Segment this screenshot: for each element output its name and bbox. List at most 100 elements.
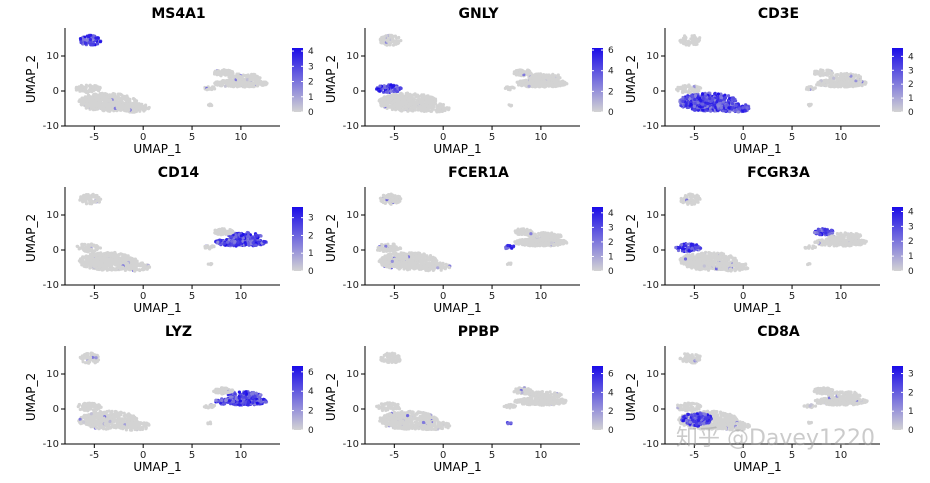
- data-point: [138, 263, 143, 267]
- x-tick-label: 5: [789, 132, 795, 143]
- data-point: [135, 102, 139, 106]
- data-point: [224, 69, 228, 73]
- data-point: [76, 244, 80, 249]
- data-point: [121, 103, 125, 107]
- data-point: [128, 256, 132, 260]
- scatter-points: [375, 33, 569, 114]
- data-point: [94, 199, 98, 204]
- data-point: [699, 86, 703, 90]
- data-point: [817, 81, 822, 85]
- data-point: [99, 106, 103, 110]
- data-point: [394, 39, 399, 43]
- data-point: [688, 87, 692, 91]
- data-point: [226, 240, 230, 244]
- data-point: [226, 231, 230, 235]
- data-point: [689, 37, 693, 41]
- data-point: [544, 73, 549, 77]
- x-tick-label: -5: [89, 132, 99, 143]
- data-point: [209, 86, 213, 90]
- data-point: [741, 106, 745, 110]
- data-point: [209, 245, 213, 249]
- data-point: [85, 100, 89, 104]
- data-point: [249, 81, 254, 86]
- y-tick-label: 10: [46, 51, 59, 62]
- data-point: [119, 108, 123, 112]
- data-point: [383, 96, 387, 100]
- data-point: [854, 83, 858, 87]
- data-point: [236, 240, 240, 244]
- data-point: [393, 34, 397, 38]
- data-point: [132, 257, 136, 261]
- legend-tick-label: 1: [308, 93, 314, 103]
- data-point: [247, 84, 251, 88]
- data-point: [105, 108, 109, 112]
- data-point: [518, 81, 522, 85]
- data-point: [124, 107, 128, 111]
- data-point: [84, 86, 88, 90]
- x-tick-label: 5: [189, 132, 195, 143]
- data-point: [542, 73, 546, 77]
- data-point: [408, 96, 412, 100]
- data-point: [104, 264, 108, 268]
- data-point: [98, 255, 102, 259]
- data-point: [395, 99, 399, 103]
- data-point: [722, 97, 727, 101]
- data-point: [262, 239, 266, 244]
- scatter-points: [675, 34, 868, 114]
- data-point: [430, 96, 434, 101]
- data-point: [98, 262, 102, 267]
- data-point: [218, 81, 222, 85]
- data-point: [125, 98, 129, 102]
- data-point: [228, 79, 232, 83]
- data-point: [216, 240, 220, 244]
- data-point: [116, 254, 120, 258]
- data-point: [143, 263, 147, 267]
- data-point: [701, 102, 705, 106]
- data-point: [407, 99, 411, 103]
- data-point: [681, 87, 685, 91]
- data-point: [83, 262, 87, 266]
- data-point: [246, 242, 251, 246]
- data-point: [845, 78, 849, 82]
- legend-tick-label: 2: [308, 78, 314, 88]
- panel-title: CD14: [158, 165, 200, 181]
- data-point: [223, 73, 228, 77]
- data-point: [383, 103, 387, 107]
- x-tick-label: -5: [389, 132, 399, 143]
- data-point: [846, 84, 850, 88]
- data-point: [87, 34, 91, 39]
- data-point: [132, 103, 136, 108]
- data-point: [144, 103, 148, 107]
- x-tick-label: 10: [235, 291, 248, 302]
- legend-tick-label: 0: [308, 267, 314, 277]
- data-point: [395, 93, 399, 98]
- data-point: [705, 98, 709, 102]
- data-point: [225, 81, 229, 85]
- x-tick-label: -5: [689, 132, 699, 143]
- data-point: [698, 36, 702, 40]
- data-point: [113, 92, 117, 96]
- data-point: [120, 96, 124, 100]
- data-point: [723, 109, 727, 113]
- colorbar: [592, 48, 603, 112]
- data-point: [709, 109, 713, 113]
- data-point: [229, 235, 234, 239]
- legend-tick-label: 0: [908, 108, 914, 118]
- x-tick-label: 10: [535, 132, 548, 143]
- data-point: [79, 195, 83, 199]
- data-point: [713, 92, 717, 96]
- data-point: [555, 84, 559, 88]
- data-point: [696, 96, 700, 100]
- data-point: [89, 98, 93, 103]
- data-point: [699, 99, 703, 103]
- data-point: [139, 103, 143, 107]
- data-point: [389, 83, 393, 87]
- data-point: [222, 227, 226, 231]
- legend-tick-label: 0: [308, 108, 314, 118]
- data-point: [827, 70, 831, 74]
